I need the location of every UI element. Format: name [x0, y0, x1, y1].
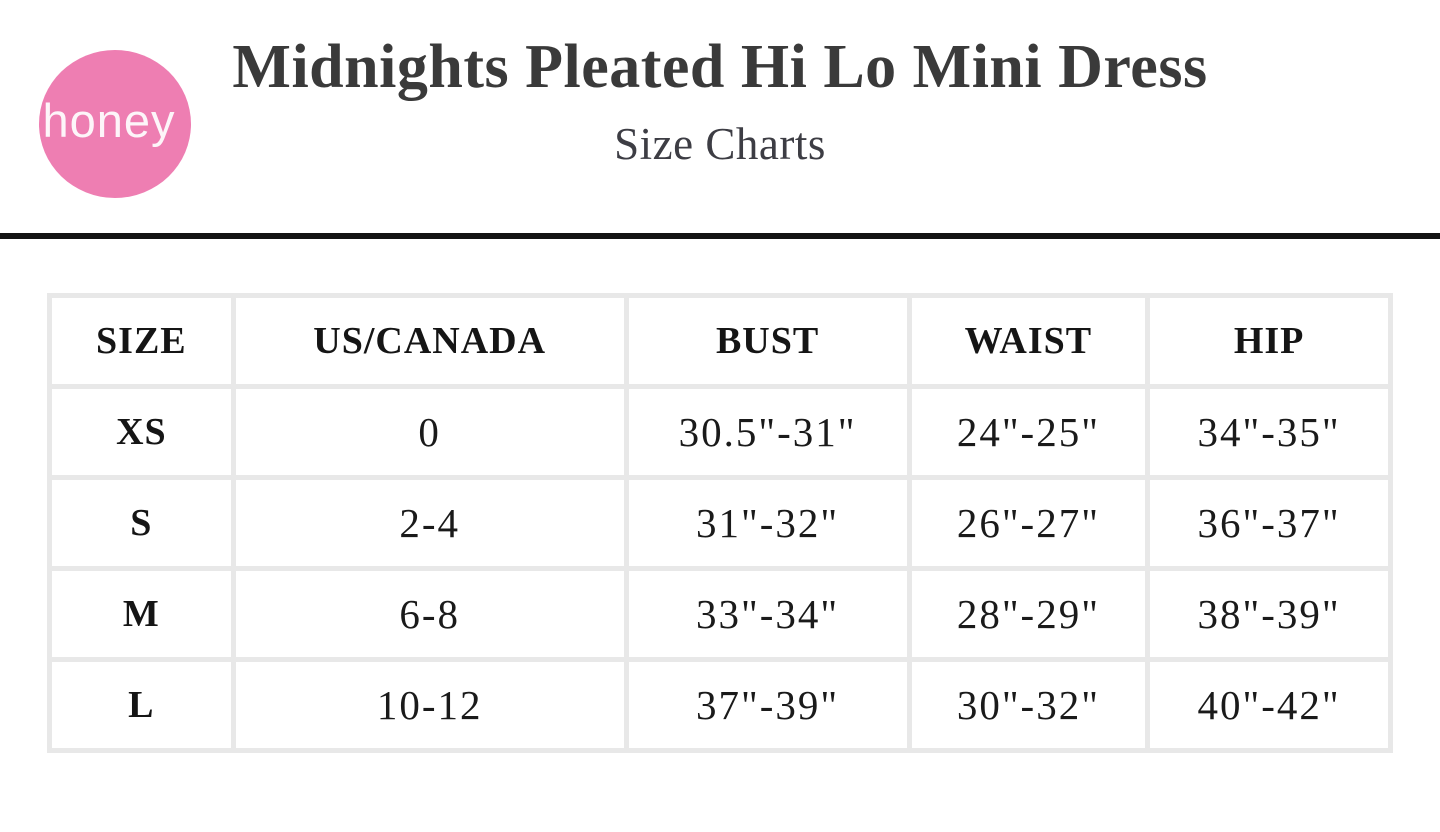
bust-cell: 33"-34" — [623, 566, 912, 662]
us-canada-cell: 10-12 — [230, 657, 629, 753]
bust-cell: 30.5"-31" — [623, 384, 912, 480]
hip-cell: 36"-37" — [1145, 475, 1393, 571]
page-header: honey Midnights Pleated Hi Lo Mini Dress… — [0, 0, 1440, 233]
size-cell: M — [47, 566, 236, 662]
table-row: XS 0 30.5"-31" 24"-25" 34"-35" — [47, 384, 1393, 480]
waist-cell: 24"-25" — [906, 384, 1151, 480]
page-subtitle: Size Charts — [614, 119, 826, 169]
us-canada-cell: 0 — [230, 384, 629, 480]
hip-cell: 40"-42" — [1145, 657, 1393, 753]
table-header-row: SIZE US/CANADA BUST WAIST HIP — [47, 293, 1393, 389]
honey-logo: honey — [39, 50, 191, 198]
bust-cell: 37"-39" — [623, 657, 912, 753]
column-header-hip: HIP — [1145, 293, 1393, 389]
honey-logo-text: honey — [42, 93, 176, 147]
bust-cell: 31"-32" — [623, 475, 912, 571]
waist-cell: 30"-32" — [906, 657, 1151, 753]
header-divider — [0, 233, 1440, 239]
page-title: Midnights Pleated Hi Lo Mini Dress — [232, 33, 1208, 101]
table-row: M 6-8 33"-34" 28"-29" 38"-39" — [47, 566, 1393, 662]
us-canada-cell: 6-8 — [230, 566, 629, 662]
hip-cell: 34"-35" — [1145, 384, 1393, 480]
hip-cell: 38"-39" — [1145, 566, 1393, 662]
table-row: S 2-4 31"-32" 26"-27" 36"-37" — [47, 475, 1393, 571]
column-header-waist: WAIST — [906, 293, 1151, 389]
us-canada-cell: 2-4 — [230, 475, 629, 571]
main-content: SIZE US/CANADA BUST WAIST HIP XS 0 30.5"… — [0, 239, 1440, 753]
column-header-bust: BUST — [623, 293, 912, 389]
table-row: L 10-12 37"-39" 30"-32" 40"-42" — [47, 657, 1393, 753]
waist-cell: 28"-29" — [906, 566, 1151, 662]
size-cell: L — [47, 657, 236, 753]
size-chart-table: SIZE US/CANADA BUST WAIST HIP XS 0 30.5"… — [47, 293, 1393, 753]
size-cell: XS — [47, 384, 236, 480]
column-header-size: SIZE — [47, 293, 236, 389]
waist-cell: 26"-27" — [906, 475, 1151, 571]
size-cell: S — [47, 475, 236, 571]
column-header-us-canada: US/CANADA — [230, 293, 629, 389]
